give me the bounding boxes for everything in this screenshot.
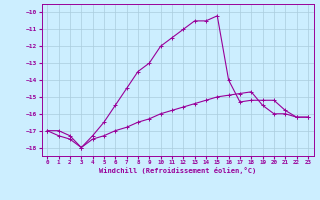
X-axis label: Windchill (Refroidissement éolien,°C): Windchill (Refroidissement éolien,°C): [99, 167, 256, 174]
